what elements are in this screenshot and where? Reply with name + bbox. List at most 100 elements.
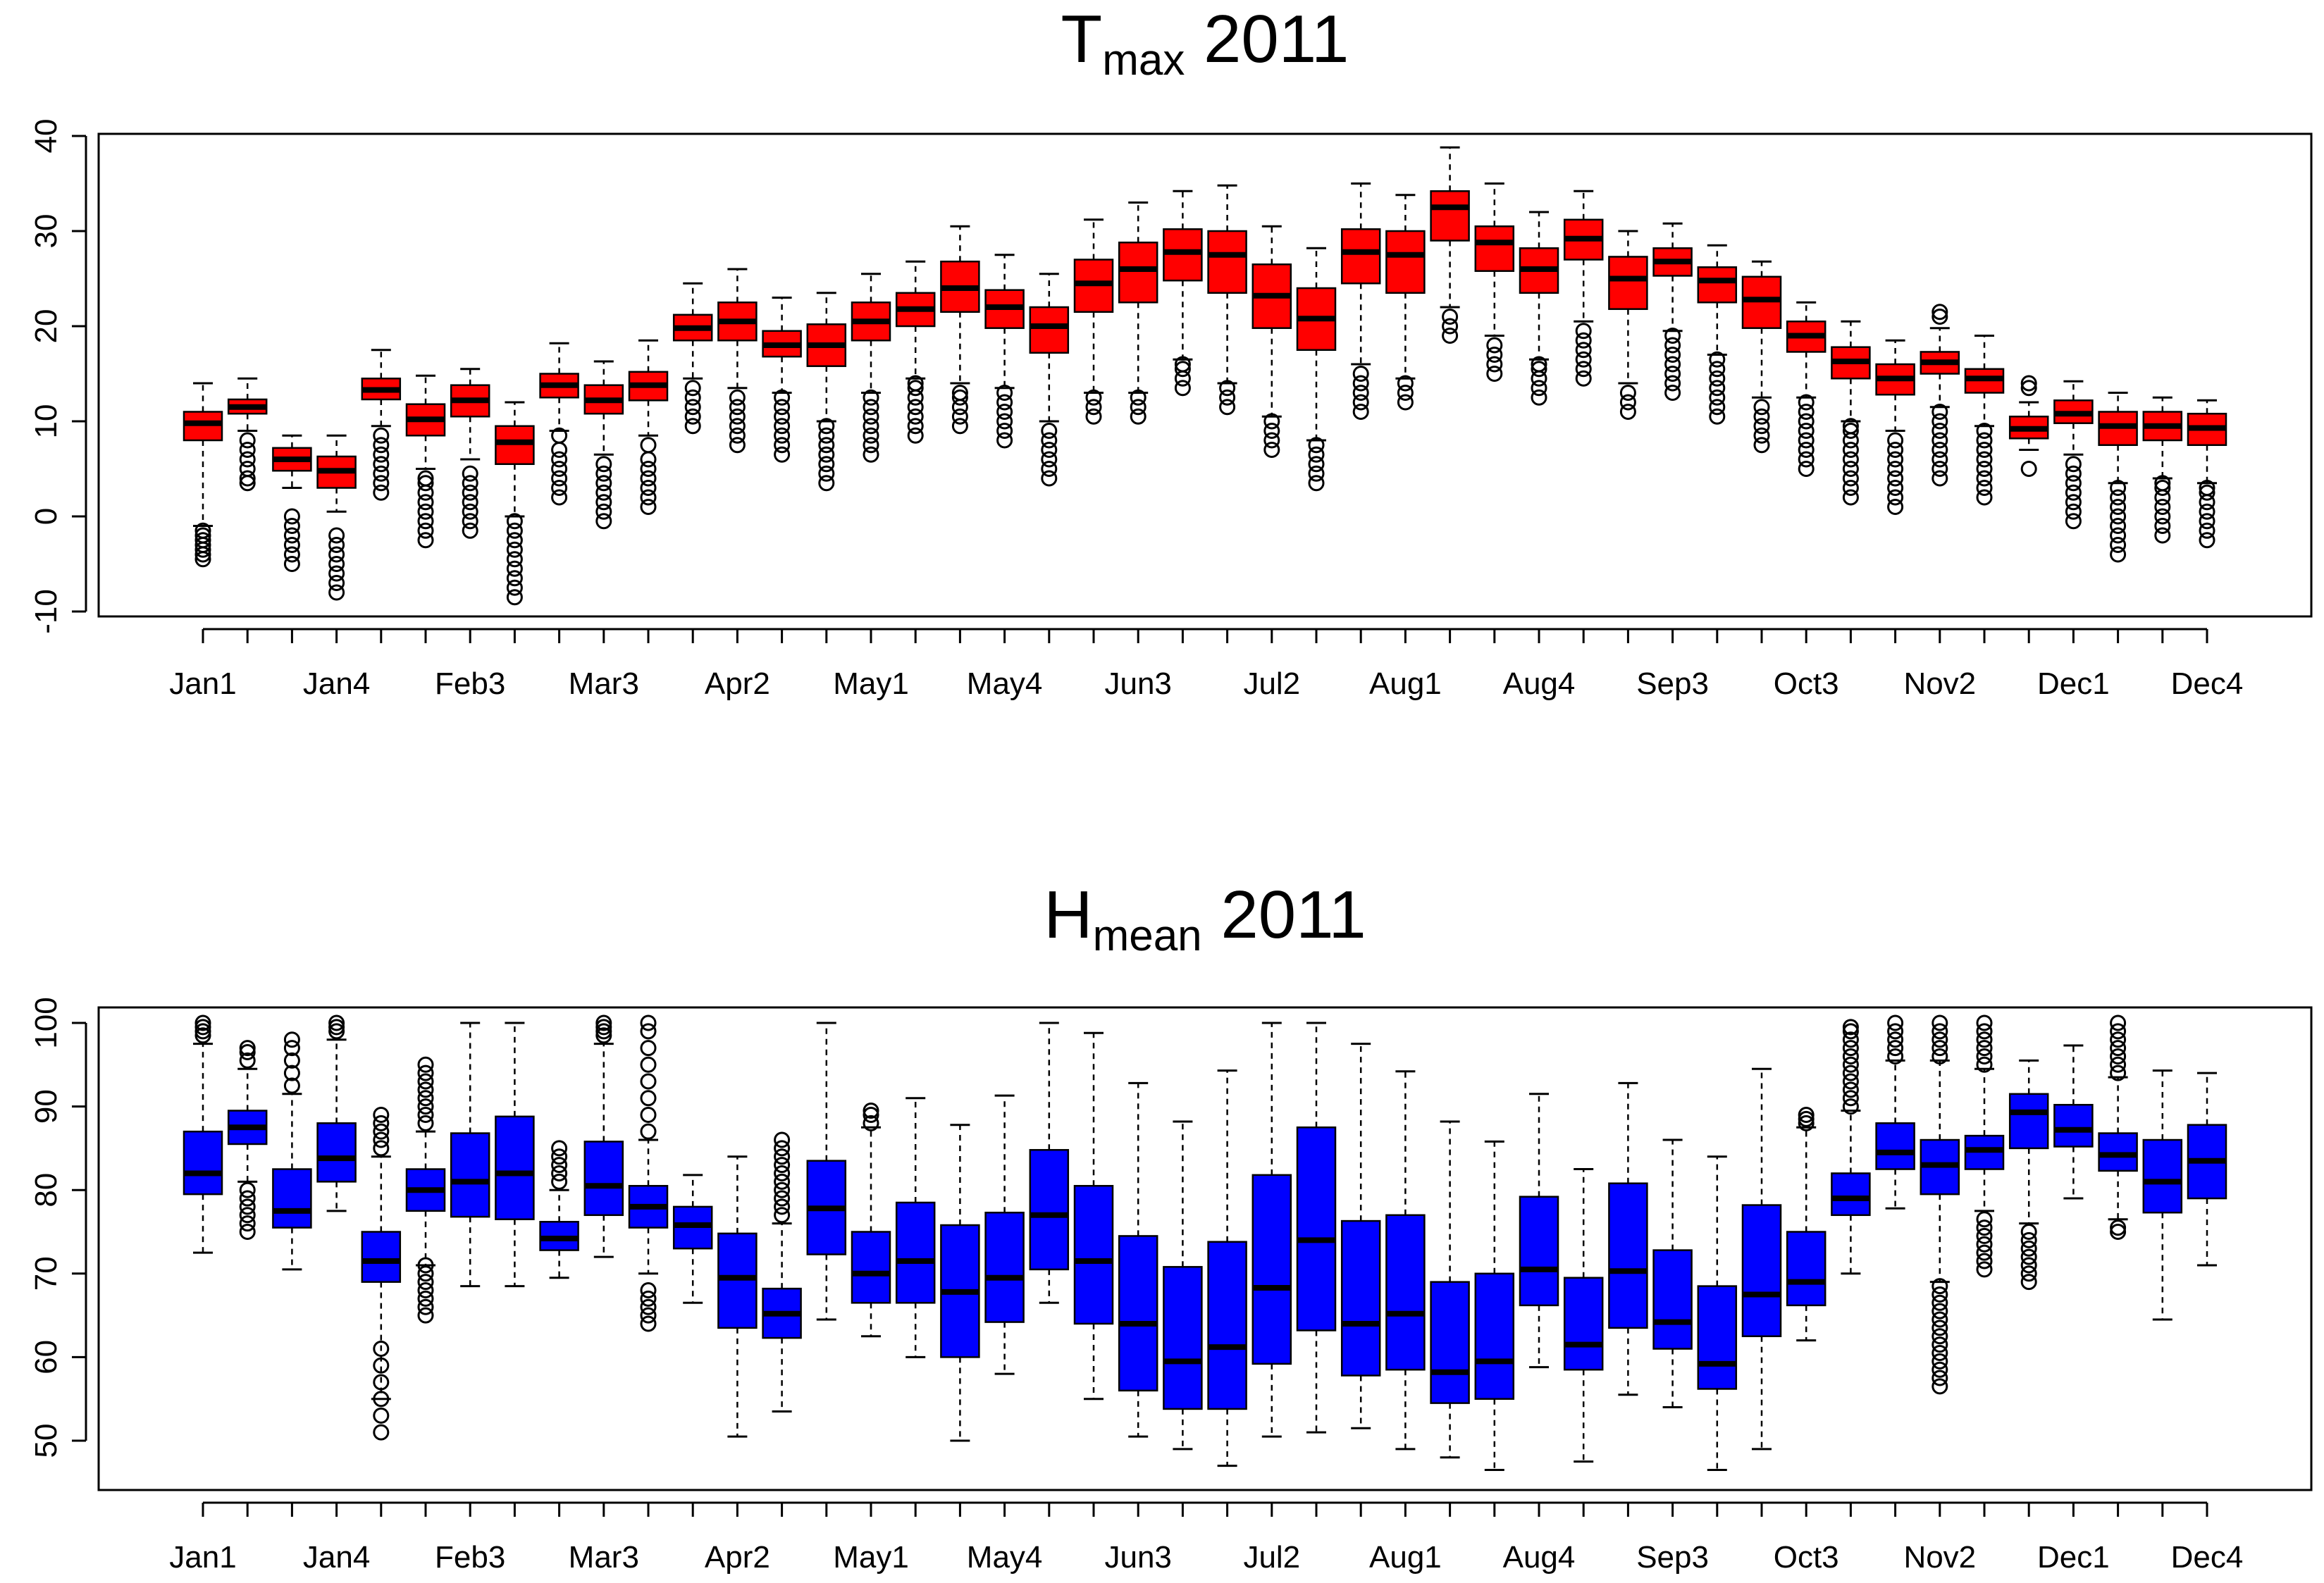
hmean-x-tick-label: May4 bbox=[967, 1540, 1043, 1575]
outlier-point bbox=[640, 461, 657, 477]
outlier-point bbox=[1931, 1040, 1948, 1057]
outlier-point bbox=[640, 1106, 657, 1123]
outlier-point bbox=[1798, 1106, 1815, 1123]
outlier-point bbox=[1842, 1098, 1859, 1115]
hmean-box-37 bbox=[1786, 1106, 1827, 1342]
outlier-point bbox=[595, 456, 612, 473]
outlier-point bbox=[1976, 442, 1993, 458]
outlier-point bbox=[774, 1131, 791, 1148]
outlier-point bbox=[1664, 366, 1681, 382]
outlier-point bbox=[1575, 351, 1592, 368]
outlier-point bbox=[640, 1014, 657, 1031]
tmax-box-18 bbox=[940, 225, 980, 435]
outlier-point bbox=[1219, 380, 1236, 397]
outlier-point bbox=[1130, 408, 1146, 425]
outlier-point bbox=[1931, 1344, 1948, 1361]
outlier-point bbox=[373, 1115, 390, 1131]
outlier-point bbox=[373, 1357, 390, 1374]
outlier-point bbox=[1931, 470, 1948, 487]
outlier-point bbox=[2065, 503, 2082, 520]
outlier-point bbox=[1976, 451, 1993, 468]
hmean-box-5 bbox=[361, 1106, 402, 1441]
outlier-point bbox=[1619, 404, 1636, 420]
tmax-box-11 bbox=[628, 339, 669, 515]
tmax-box-43 bbox=[2053, 380, 2094, 530]
outlier-point bbox=[551, 489, 568, 506]
outlier-point bbox=[1887, 461, 1904, 477]
outlier-point bbox=[551, 480, 568, 496]
outlier-point bbox=[417, 1098, 434, 1115]
outlier-point bbox=[1041, 470, 1058, 487]
outlier-point bbox=[1085, 389, 1102, 406]
hmean-box-17 bbox=[895, 1097, 936, 1358]
outlier-point bbox=[2110, 537, 2127, 553]
outlier-point bbox=[283, 546, 300, 563]
tmax-y-tick-label: 0 bbox=[29, 508, 63, 525]
iqr-box bbox=[1831, 1172, 1871, 1217]
outlier-point bbox=[1664, 347, 1681, 363]
outlier-point bbox=[595, 1023, 612, 1040]
outlier-point bbox=[818, 475, 835, 492]
hmean-box-11 bbox=[628, 1014, 669, 1332]
outlier-point bbox=[2154, 518, 2171, 534]
outlier-point bbox=[1442, 309, 1459, 325]
tmax-x-tick-label: Jun3 bbox=[1104, 666, 1171, 701]
outlier-point bbox=[1531, 361, 1547, 378]
outlier-point bbox=[1709, 389, 1726, 406]
outlier-point bbox=[684, 399, 701, 416]
outlier-point bbox=[1798, 413, 1815, 430]
hmean-box-27 bbox=[1340, 1043, 1381, 1429]
hmean-x-tick-label: May1 bbox=[833, 1540, 909, 1575]
outlier-point bbox=[417, 1115, 434, 1131]
outlier-point bbox=[551, 1140, 568, 1157]
outlier-point bbox=[373, 484, 390, 501]
outlier-point bbox=[1887, 451, 1904, 468]
outlier-point bbox=[1931, 432, 1948, 449]
outlier-point bbox=[239, 1052, 256, 1069]
outlier-point bbox=[328, 1023, 345, 1040]
outlier-point bbox=[373, 465, 390, 482]
outlier-point bbox=[774, 389, 791, 406]
outlier-point bbox=[1931, 1311, 1948, 1328]
hmean-x-tick-label: Dec4 bbox=[2171, 1540, 2244, 1575]
outlier-point bbox=[595, 475, 612, 492]
iqr-box bbox=[1251, 1174, 1292, 1365]
outlier-point bbox=[373, 1391, 390, 1408]
outlier-point bbox=[462, 484, 478, 501]
outlier-point bbox=[2110, 1040, 2127, 1057]
outlier-point bbox=[417, 1056, 434, 1073]
tmax-box-16 bbox=[851, 273, 891, 463]
outlier-point bbox=[1308, 437, 1325, 454]
outlier-point bbox=[1976, 1014, 1993, 1031]
outlier-point bbox=[2110, 1056, 2127, 1073]
hmean-box-32 bbox=[1563, 1168, 1604, 1463]
outlier-point bbox=[1976, 1244, 1993, 1261]
outlier-point bbox=[1842, 1048, 1859, 1064]
tmax-y-tick-label: 10 bbox=[29, 404, 63, 439]
hmean-box-25 bbox=[1251, 1022, 1292, 1438]
outlier-point bbox=[640, 1282, 657, 1299]
tmax-box-25 bbox=[1251, 225, 1292, 458]
outlier-point bbox=[1130, 389, 1146, 406]
iqr-box bbox=[1652, 1249, 1693, 1350]
outlier-point bbox=[863, 427, 879, 444]
outlier-point bbox=[1798, 451, 1815, 468]
outlier-point bbox=[1976, 489, 1993, 506]
iqr-box bbox=[2098, 1132, 2138, 1172]
outlier-point bbox=[729, 418, 746, 435]
outlier-point bbox=[506, 513, 523, 530]
iqr-box bbox=[717, 1232, 758, 1329]
outlier-point bbox=[2065, 494, 2082, 511]
outlier-point bbox=[1709, 351, 1726, 368]
hmean-panel: Hmean 2011 50 60 70 80 90 100 Jan1 Jan4 Feb3 Mar3… bbox=[29, 877, 2313, 1575]
iqr-box bbox=[1029, 1149, 1070, 1271]
outlier-point bbox=[2020, 1231, 2037, 1248]
hmean-box-44 bbox=[2098, 1014, 2138, 1240]
outlier-point bbox=[1753, 399, 1770, 416]
outlier-point bbox=[1664, 328, 1681, 344]
hmean-x-tick-label: Apr2 bbox=[705, 1540, 770, 1575]
outlier-point bbox=[373, 1140, 390, 1157]
outlier-point bbox=[1842, 1090, 1859, 1107]
iqr-box bbox=[583, 1141, 624, 1217]
outlier-point bbox=[2110, 1048, 2127, 1064]
